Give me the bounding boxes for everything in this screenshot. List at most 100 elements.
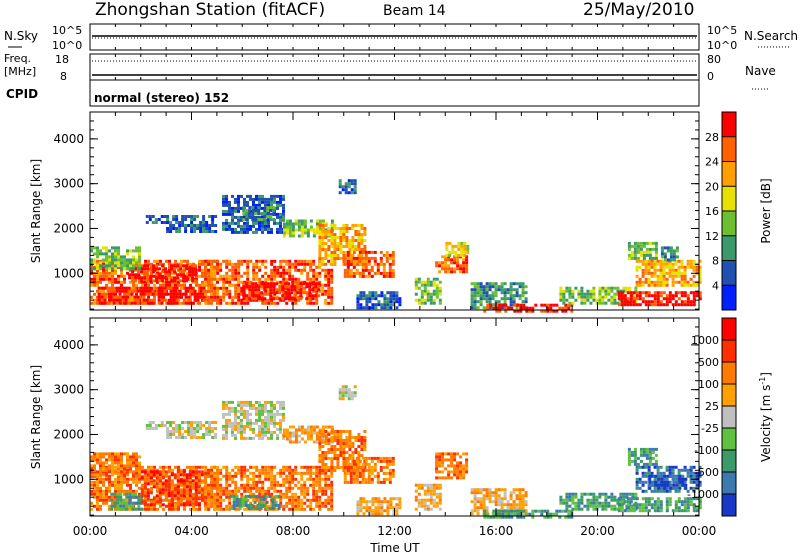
scatter-cell <box>126 473 129 477</box>
scatter-cell <box>204 259 208 263</box>
scatter-cell <box>105 267 108 271</box>
scatter-cell <box>243 259 247 263</box>
scatter-cell <box>376 459 380 463</box>
scatter-cell <box>346 265 350 269</box>
scatter-cell <box>324 236 328 239</box>
scatter-cell <box>243 230 246 234</box>
scatter-cell <box>668 262 672 266</box>
scatter-cell <box>228 406 231 410</box>
scatter-cell <box>222 194 225 198</box>
scatter-cell <box>160 289 164 293</box>
scatter-cell <box>465 267 469 271</box>
scatter-cell <box>264 489 268 493</box>
scatter-cell <box>131 492 135 496</box>
scatter-cell <box>607 298 611 302</box>
scatter-cell <box>205 427 209 430</box>
scatter-cell <box>324 437 328 441</box>
scatter-cell <box>129 470 132 474</box>
scatter-cell <box>330 498 334 502</box>
scatter-cell <box>252 492 256 496</box>
scatter-cell <box>231 215 234 219</box>
scatter-cell <box>698 294 702 298</box>
scatter-cell <box>108 474 111 478</box>
scatter-cell <box>160 424 164 427</box>
scatter-cell <box>543 303 547 307</box>
scatter-cell <box>346 268 350 272</box>
scatter-cell <box>270 468 274 472</box>
scatter-cell <box>648 241 652 245</box>
scatter-cell <box>321 263 325 266</box>
scatter-cell <box>153 298 156 302</box>
scatter-cell <box>360 239 364 242</box>
scatter-cell <box>279 194 282 198</box>
scatter-cell <box>510 306 514 310</box>
scatter-cell <box>188 476 192 480</box>
scatter-cell <box>184 218 188 221</box>
scatter-cell <box>213 501 217 505</box>
scatter-cell <box>166 292 170 296</box>
scatter-cell <box>156 292 159 296</box>
scatter-cell <box>291 477 295 481</box>
scatter-cell <box>683 300 687 304</box>
scatter-cell <box>240 301 244 305</box>
scatter-cell <box>346 250 350 254</box>
scatter-cell <box>143 482 147 486</box>
scatter-cell <box>129 507 132 511</box>
scatter-cell <box>108 483 111 487</box>
scatter-cell <box>338 388 342 392</box>
scatter-cell <box>140 485 144 489</box>
scatter-cell <box>133 298 137 302</box>
scatter-cell <box>355 468 359 472</box>
scatter-cell <box>250 494 254 498</box>
scatter-cell <box>270 492 274 496</box>
scatter-cell <box>90 467 93 471</box>
scatter-cell <box>297 434 301 438</box>
scatter-cell <box>312 271 316 275</box>
scatter-cell <box>127 292 131 296</box>
scatter-cell <box>213 268 216 272</box>
scatter-cell <box>126 464 129 468</box>
scatter-cell <box>291 431 295 435</box>
scatter-cell <box>123 467 126 471</box>
scatter-cell <box>285 437 289 441</box>
scatter-cell <box>131 276 135 280</box>
scatter-cell <box>179 479 183 483</box>
scatter-cell <box>267 471 271 475</box>
scatter-cell <box>99 301 102 305</box>
scatter-cell <box>210 298 214 302</box>
scatter-cell <box>228 212 231 216</box>
scatter-cell <box>225 274 229 278</box>
scatter-cell <box>321 501 325 505</box>
scatter-cell <box>306 477 310 481</box>
scatter-cell <box>330 439 334 442</box>
scatter-cell <box>132 489 135 493</box>
scatter-cell <box>188 503 192 507</box>
scatter-cell <box>368 291 372 295</box>
scatter-cell <box>161 488 165 492</box>
scatter-cell <box>324 501 328 505</box>
scatter-cell <box>324 233 328 236</box>
scatter-cell <box>178 230 182 233</box>
scatter-cell <box>255 468 259 472</box>
scatter-cell <box>282 228 286 232</box>
scatter-cell <box>352 465 356 469</box>
scatter-cell <box>348 227 352 230</box>
scatter-cell <box>108 452 111 456</box>
scatter-cell <box>445 241 449 245</box>
scatter-cell <box>453 267 457 271</box>
scatter-cell <box>129 455 132 459</box>
scatter-cell <box>138 467 141 471</box>
scatter-cell <box>698 268 702 272</box>
scatter-cell <box>297 507 301 511</box>
scatter-cell <box>669 246 673 250</box>
scatter-cell <box>208 433 212 436</box>
scatter-cell <box>364 274 368 278</box>
scatter-cell <box>312 477 316 481</box>
scatter-cell <box>644 277 648 281</box>
scatter-cell <box>345 242 349 245</box>
scatter-cell <box>90 473 93 477</box>
scatter-cell <box>225 289 229 293</box>
scatter-cell <box>315 498 319 502</box>
scatter-cell <box>503 300 507 304</box>
scatter-cell <box>199 427 203 430</box>
